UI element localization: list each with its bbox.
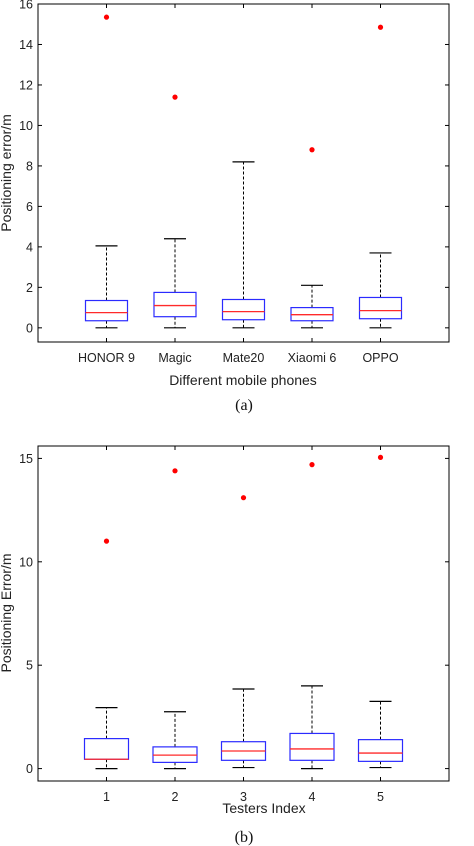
box-plot-3 (220, 495, 267, 769)
y-tick-label: 16 (19, 0, 33, 12)
panel-b-x-ticks: 1 2 3 4 5 (103, 446, 384, 804)
y-tick-label: 5 (26, 659, 33, 673)
y-tick-label: 12 (19, 78, 33, 92)
x-tick-label: Xiaomi 6 (288, 351, 337, 365)
box-plot-2 (153, 94, 197, 329)
iqr-box (358, 296, 403, 320)
iqr-box (153, 291, 197, 318)
box-plot-4 (290, 147, 334, 329)
x-tick-label: 5 (377, 790, 384, 804)
iqr-box (84, 299, 129, 322)
y-tick-label: 2 (26, 281, 33, 295)
x-tick-label: 3 (240, 790, 247, 804)
outlier-point (103, 538, 110, 544)
x-tick-label: HONOR 9 (78, 351, 135, 365)
panel-b-x-axis-label: Testers Index (222, 800, 305, 816)
x-tick-label: Mate20 (223, 351, 265, 365)
outlier-point (377, 454, 384, 460)
panel-a-x-axis-label: Different mobile phones (169, 372, 317, 388)
x-tick-label: Magic (158, 351, 191, 365)
y-tick-label: 0 (26, 321, 33, 335)
y-tick-label: 8 (26, 159, 33, 173)
box-plot-5 (358, 24, 403, 329)
panel-a-caption: (a) (235, 397, 253, 414)
iqr-box (221, 298, 266, 321)
box-plot-2 (152, 468, 198, 770)
panel-a-boxes (84, 14, 403, 329)
panel-a-y-ticks: 0 2 4 6 8 10 12 14 16 (19, 0, 449, 335)
panel-a-y-axis-label: Positioning error/m (0, 114, 14, 232)
outlier-point (309, 462, 315, 468)
panel-b-y-axis-label: Positioning Error/m (0, 553, 14, 672)
box-plot-5 (357, 454, 404, 769)
x-tick-label: OPPO (362, 351, 398, 365)
panel-a-x-ticks: HONOR 9 Magic Mate20 Xiaomi 6 OPPO (78, 4, 399, 365)
box-plot-4 (289, 462, 335, 770)
outlier-point (377, 24, 384, 30)
panel-b: 0 5 10 15 1 2 3 4 5 Positioning Error/m Testers… (0, 445, 450, 846)
y-tick-label: 14 (19, 38, 33, 52)
x-tick-label: 1 (103, 790, 110, 804)
outlier-point (103, 14, 110, 20)
iqr-box (289, 732, 335, 761)
box-plot-1 (83, 538, 130, 770)
panel-b-caption: (b) (235, 829, 254, 846)
panel-b-boxes (83, 454, 404, 770)
y-tick-label: 15 (19, 452, 33, 466)
outlier-point (172, 94, 178, 100)
x-tick-label: 4 (309, 790, 316, 804)
iqr-box (83, 738, 130, 760)
y-tick-label: 6 (26, 200, 33, 214)
outlier-point (309, 147, 315, 153)
y-tick-label: 4 (26, 240, 33, 254)
x-tick-label: 2 (172, 790, 179, 804)
y-tick-label: 10 (19, 119, 33, 133)
box-plot-3 (221, 161, 266, 329)
iqr-box (357, 739, 404, 762)
y-tick-label: 10 (19, 555, 33, 569)
y-tick-label: 0 (26, 762, 33, 776)
panel-b-y-ticks: 0 5 10 15 (19, 452, 449, 776)
outlier-point (240, 495, 247, 501)
box-plot-1 (84, 14, 129, 329)
outlier-point (172, 468, 178, 474)
panel-a: 0 2 4 6 8 10 12 14 16 HONOR 9 Magic Mate20 Xiaomi 6… (0, 0, 450, 414)
